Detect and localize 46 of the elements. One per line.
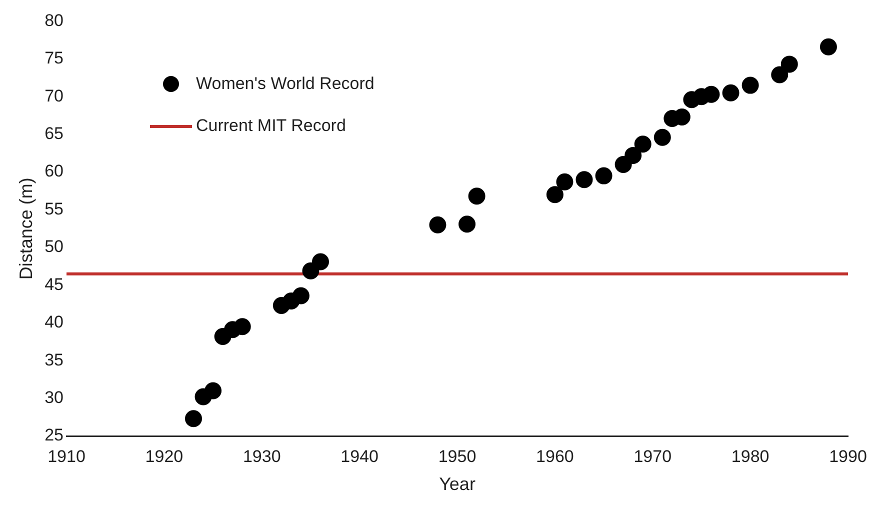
- point: [595, 167, 612, 184]
- x-tick-label: 1910: [48, 446, 86, 466]
- legend-label: Women's World Record: [196, 74, 374, 94]
- point: [556, 173, 574, 190]
- legend-label: Current MIT Record: [196, 116, 346, 136]
- y-tick-label: 25: [44, 426, 64, 445]
- y-tick-label: 75: [44, 48, 64, 68]
- x-tick-label: 1960: [536, 446, 574, 466]
- point: [634, 136, 652, 153]
- point: [702, 86, 720, 103]
- x-tick-label: 1970: [634, 446, 672, 466]
- x-tick-label: 1950: [438, 446, 476, 466]
- point: [292, 287, 310, 304]
- y-tick-label: 70: [44, 86, 64, 106]
- point: [234, 318, 251, 336]
- point: [576, 171, 593, 188]
- point: [780, 56, 798, 73]
- point: [546, 186, 564, 204]
- y-tick-label: 35: [44, 350, 64, 370]
- x-tick-label: 1980: [731, 446, 770, 466]
- x-tick-label: 1940: [340, 446, 378, 466]
- y-tick-label: 65: [44, 124, 64, 144]
- point: [185, 410, 202, 428]
- point: [312, 253, 329, 270]
- y-tick-label: 55: [44, 199, 64, 218]
- x-tick-label: 1990: [829, 446, 867, 466]
- point: [820, 38, 837, 56]
- x-tick-label: 1930: [242, 446, 281, 466]
- y-axis-title: Distance (m): [16, 178, 36, 280]
- point: [654, 128, 671, 146]
- x-axis-title: Year: [439, 474, 476, 494]
- point: [771, 66, 788, 84]
- point: [458, 216, 476, 233]
- point: [722, 84, 740, 102]
- y-tick-label: 40: [44, 312, 64, 332]
- y-tick-label: 45: [44, 274, 64, 294]
- y-tick-label: 30: [44, 388, 64, 407]
- point: [742, 76, 759, 94]
- y-tick-label: 50: [44, 237, 64, 256]
- point: [468, 188, 486, 205]
- x-tick-label: 1920: [145, 446, 184, 466]
- point: [204, 382, 222, 400]
- y-tick-label: 60: [44, 162, 64, 181]
- y-tick-label: 80: [44, 10, 64, 30]
- point: [624, 146, 642, 164]
- point: [429, 216, 446, 234]
